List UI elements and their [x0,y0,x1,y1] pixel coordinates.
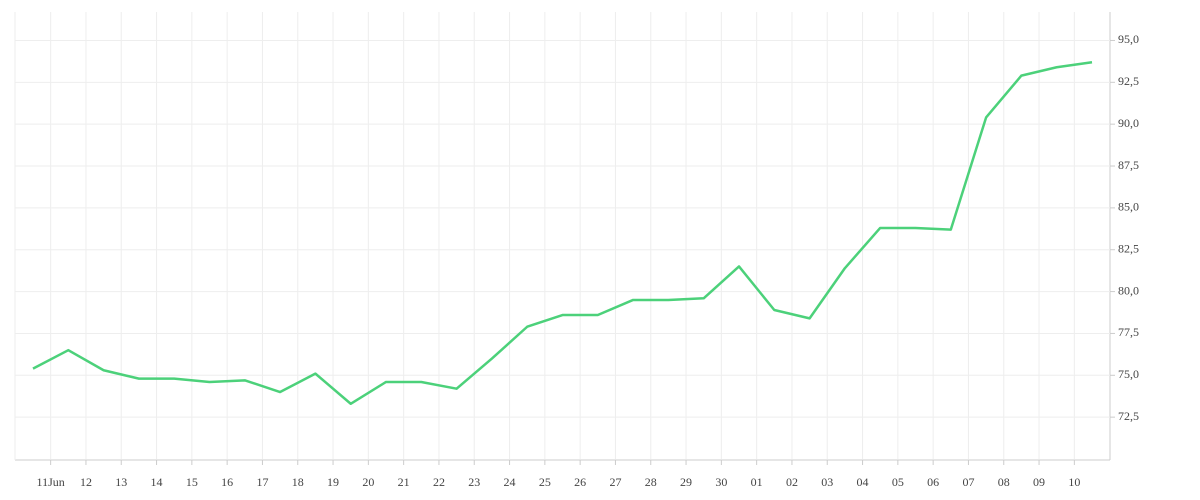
y-tick-label: 82,5 [1118,241,1139,255]
x-tick-label: 20 [362,475,374,489]
x-tick-label: 18 [292,475,304,489]
y-tick-label: 95,0 [1118,32,1139,46]
x-tick-label: 05 [892,475,904,489]
y-tick-label: 87,5 [1118,158,1139,172]
x-tick-label: 22 [433,475,445,489]
x-tick-label: 21 [398,475,410,489]
x-tick-label: 01 [751,475,763,489]
x-tick-label: 28 [645,475,657,489]
x-tick-label: 26 [574,475,586,489]
x-tick-label: 02 [786,475,798,489]
x-tick-label: 27 [609,475,621,489]
x-tick-label: 25 [539,475,551,489]
y-tick-label: 75,0 [1118,367,1139,381]
x-tick-label: 13 [115,475,127,489]
x-tick-label: 17 [256,475,268,489]
x-tick-label: 19 [327,475,339,489]
y-tick-label: 72,5 [1118,409,1139,423]
x-tick-label: 12 [80,475,92,489]
x-tick-label: 10 [1068,475,1080,489]
x-tick-label: 08 [998,475,1010,489]
x-tick-label: 30 [715,475,727,489]
x-tick-label: 03 [821,475,833,489]
x-tick-label: 07 [962,475,974,489]
x-tick-label: 06 [927,475,939,489]
y-tick-label: 77,5 [1118,325,1139,339]
x-tick-label: 09 [1033,475,1045,489]
x-tick-label: 16 [221,475,233,489]
y-tick-label: 80,0 [1118,283,1139,297]
x-tick-label: 14 [151,475,163,489]
x-tick-label: 24 [504,475,516,489]
x-tick-label: 15 [186,475,198,489]
x-tick-label: 11Jun [37,475,65,489]
y-tick-label: 92,5 [1118,74,1139,88]
line-series [32,60,1093,406]
x-tick-label: 29 [680,475,692,489]
y-tick-label: 85,0 [1118,200,1139,214]
y-tick-label: 90,0 [1118,116,1139,130]
x-tick-label: 23 [468,475,480,489]
x-tick-label: 04 [857,475,869,489]
